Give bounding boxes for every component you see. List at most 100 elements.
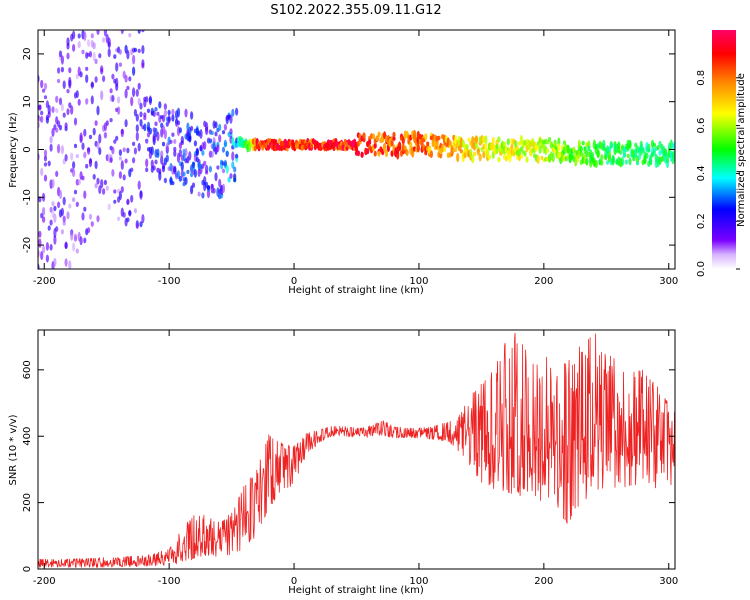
y-tick-label: 400: [22, 427, 33, 446]
spectrogram-cell: [51, 106, 55, 113]
spectrogram-cell: [98, 12, 101, 18]
spectrogram-cell: [87, 227, 91, 234]
spectrogram-cell: [66, 89, 70, 94]
spectrogram-cell: [51, 178, 55, 189]
spectrogram-cell: [117, 216, 121, 221]
spectrogram-cell: [214, 131, 218, 137]
spectrogram-cell: [115, 135, 119, 141]
spectrogram-cell: [38, 104, 42, 111]
spectrogram-cell: [622, 153, 627, 158]
spectrogram-cell: [581, 140, 585, 146]
spectrogram-cell: [649, 155, 653, 165]
spectrogram-cell: [72, 197, 76, 202]
colorbar: 0.0 0.2 0.4 0.6 0.8 Normalized spectral ampl…: [696, 30, 747, 277]
spectrogram-cell: [88, 158, 93, 164]
spectrogram-cell: [186, 169, 190, 174]
spectrogram-cell: [133, 47, 137, 53]
spectrogram-cell: [165, 154, 169, 163]
spectrogram-cell: [130, 6, 133, 14]
spectrogram-cell: [113, 54, 117, 59]
spectrogram-cell: [221, 146, 226, 153]
spectrogram-cell: [107, 47, 111, 58]
spectrogram-cell: [55, 170, 59, 177]
spectrogram-cell: [221, 130, 226, 135]
spectrogram-cell: [73, 233, 78, 239]
spectrogram-cell: [531, 138, 535, 143]
spectrogram-cell: [596, 150, 600, 159]
spectrogram-cell: [118, 156, 122, 161]
spectrogram-cell: [47, 160, 51, 167]
spectrogram-cell: [113, 139, 117, 144]
spectrogram-cell: [88, 134, 93, 140]
spectrogram-cell: [145, 167, 149, 173]
spectrogram-cell: [137, 48, 141, 53]
spectrogram-cell: [652, 142, 657, 148]
spectrogram-cell: [81, 142, 85, 150]
figure-title: S102.2022.355.09.11.G12: [270, 3, 441, 18]
spectrogram-cell: [58, 97, 63, 106]
spectrogram-cell: [106, 2, 109, 7]
spectrogram-cell: [132, 87, 136, 98]
spectrogram-cell: [373, 150, 377, 157]
spectrogram-cell: [96, 215, 100, 223]
spectrogram-cell: [81, 175, 85, 181]
y-tick-label: 10: [22, 95, 33, 108]
spectrogram-cell: [235, 153, 239, 159]
spectrogram-cell: [231, 161, 235, 169]
spectrogram-cell: [42, 207, 46, 216]
spectrogram-cell: [57, 67, 61, 74]
spectrogram-cell: [216, 144, 220, 153]
spectrogram-cell: [156, 148, 160, 156]
spectrogram-cell: [85, 74, 89, 83]
spectrogram-cell: [362, 132, 366, 139]
spectrogram-cell: [557, 143, 561, 152]
spectrogram-cell: [90, 33, 94, 39]
spectrogram-cell: [161, 165, 166, 173]
spectrogram-cell: [212, 141, 216, 150]
spectrogram-cell: [60, 103, 64, 112]
spectrogram-cell: [96, 105, 100, 116]
spectrogram-cell: [508, 153, 512, 163]
spectrogram-cell: [128, 210, 132, 216]
spectrogram-cell: [145, 96, 149, 103]
spectrogram-cell: [132, 141, 136, 146]
x-tick-label: 100: [409, 276, 428, 287]
spectrogram-cell: [152, 110, 156, 117]
spectrogram-cell: [471, 155, 475, 164]
spectrogram-cell: [83, 128, 87, 137]
spectrogram-cell: [184, 108, 188, 118]
spectrogram-cell: [203, 141, 207, 150]
spectrogram-cell: [171, 108, 175, 116]
spectrogram-cell: [83, 151, 87, 159]
x-tick-label: -100: [158, 276, 181, 287]
spectrogram-cell: [115, 62, 119, 72]
spectrogram-cell: [109, 118, 113, 123]
snr-x-axis-label: Height of straight line (km): [288, 585, 424, 596]
spectrogram-cell: [85, 98, 89, 105]
spectrogram-cell: [45, 116, 50, 124]
x-tick-label: 300: [659, 576, 678, 587]
spectrogram-cell: [105, 120, 109, 126]
spectrogram-cell: [173, 139, 177, 144]
spectrogram-cell: [58, 189, 63, 200]
spectrogram-cell: [96, 141, 100, 150]
spectrogram-cell: [103, 179, 107, 186]
spectrogram-cell: [135, 88, 139, 97]
spectrogram-cell: [150, 146, 154, 156]
spectrogram-cell: [184, 176, 188, 185]
spectrogram-cell: [60, 145, 64, 155]
spectrogram-cell: [156, 131, 160, 142]
spectrogram-cell: [229, 173, 233, 179]
spectrogram-cell: [120, 186, 124, 193]
spectrogram-cell: [75, 73, 79, 80]
spectrogram-cell: [137, 82, 141, 90]
spectrogram-cell: [72, 168, 76, 178]
spectrogram-cell: [223, 139, 227, 148]
spectrogram-cell: [132, 66, 136, 76]
spectrogram-cell: [55, 95, 59, 103]
spectrogram-cell: [523, 150, 527, 157]
spectrogram-cell: [665, 160, 670, 169]
spectrogram-cell: [191, 161, 196, 169]
spectrogram-cell: [128, 22, 131, 29]
spectrogram-cell: [188, 151, 192, 161]
